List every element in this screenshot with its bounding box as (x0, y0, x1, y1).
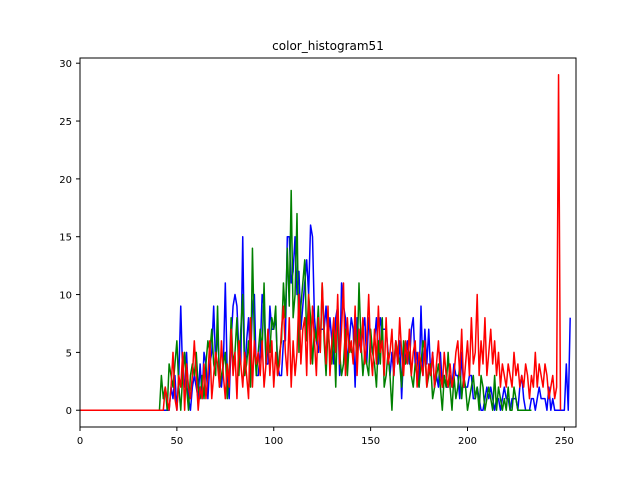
y-tick-label: 0 (66, 406, 72, 417)
y-tick-label: 5 (66, 348, 72, 359)
y-tick-label: 15 (59, 233, 72, 244)
series-layer (80, 74, 571, 411)
x-tick-label: 0 (77, 436, 83, 447)
y-tick-label: 30 (59, 59, 72, 70)
series-line-3 (80, 74, 562, 411)
y-tick-label: 10 (59, 291, 72, 302)
y-tick-label: 20 (59, 175, 72, 186)
axes-layer: 0 50 100 150 200 250 0 5 10 15 20 25 30 (59, 57, 577, 447)
axes-frame (79, 57, 577, 428)
x-tick-label: 50 (171, 436, 184, 447)
x-tick-label: 100 (264, 436, 283, 447)
x-tick-label: 150 (361, 436, 380, 447)
y-tick-label: 25 (59, 117, 72, 128)
chart-title: color_histogram51 (272, 39, 384, 53)
x-tick-label: 250 (555, 436, 574, 447)
x-tick-label: 200 (458, 436, 477, 447)
